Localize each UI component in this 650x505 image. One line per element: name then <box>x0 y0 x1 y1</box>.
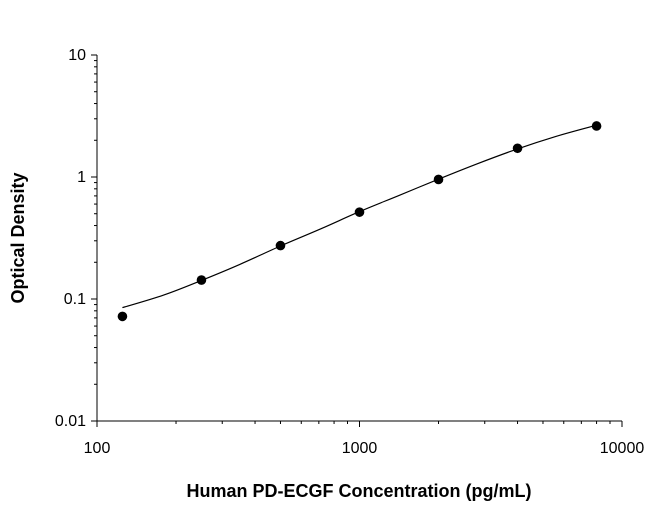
x-tick-label: 1000 <box>342 440 378 457</box>
data-point <box>275 240 286 251</box>
x-axis-title: Human PD-ECGF Concentration (pg/mL) <box>187 481 532 501</box>
y-tick-label: 0.1 <box>64 291 86 308</box>
data-points <box>117 121 602 322</box>
data-point <box>354 207 365 217</box>
y-axis-title: Optical Density <box>8 172 28 303</box>
data-point <box>196 275 207 285</box>
y-tick-label: 10 <box>68 47 86 64</box>
y-tick-label: 0.01 <box>55 413 86 430</box>
y-tick-label: 1 <box>77 169 86 186</box>
x-tick-label: 10000 <box>600 440 645 457</box>
data-point <box>512 143 523 154</box>
x-tick-label: 100 <box>84 440 111 457</box>
data-point <box>117 311 128 322</box>
data-point <box>433 174 444 185</box>
data-point <box>591 121 602 131</box>
axes: 10 1 0.1 0.01 100 1000 10000 <box>55 47 644 457</box>
